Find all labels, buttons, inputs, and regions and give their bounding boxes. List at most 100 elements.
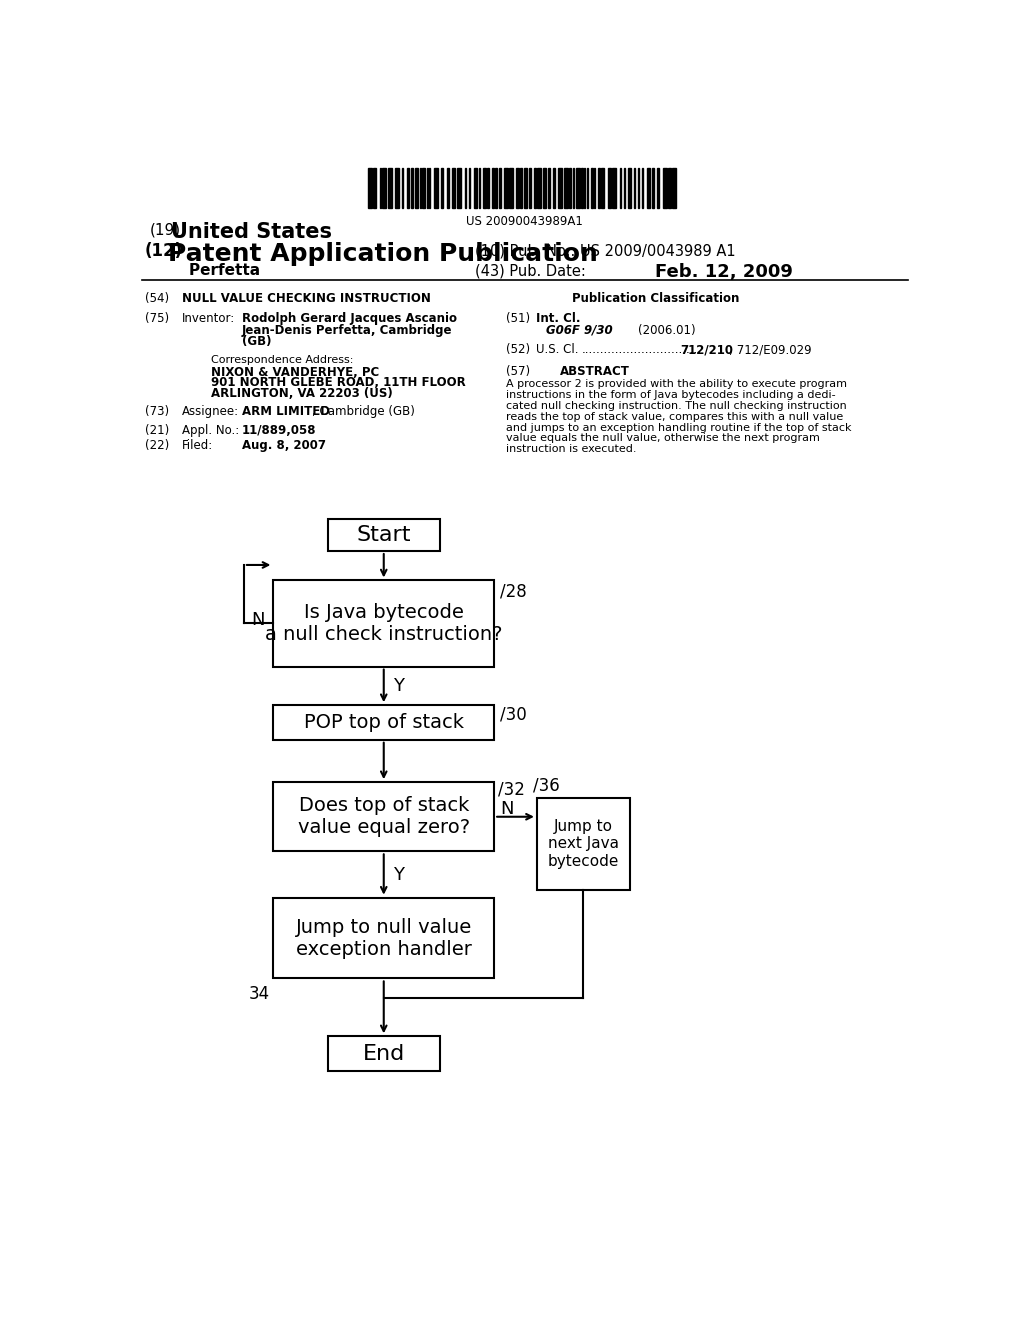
Bar — [646, 168, 650, 207]
Text: , Cambridge (GB): , Cambridge (GB) — [312, 405, 416, 418]
Text: Int. Cl.: Int. Cl. — [536, 313, 581, 326]
Text: U.S. Cl.: U.S. Cl. — [536, 343, 579, 356]
Text: ABSTRACT: ABSTRACT — [560, 364, 630, 378]
Bar — [407, 168, 410, 207]
Text: Y: Y — [393, 677, 404, 694]
Bar — [529, 168, 531, 207]
Text: Publication Classification: Publication Classification — [572, 292, 739, 305]
Text: Jean-Denis Perfetta, Cambridge: Jean-Denis Perfetta, Cambridge — [242, 323, 453, 337]
Bar — [543, 168, 546, 207]
Text: N: N — [251, 611, 264, 628]
Bar — [642, 168, 643, 207]
Bar — [273, 581, 495, 667]
Bar — [601, 168, 604, 207]
Text: (10) Pub. No.: US 2009/0043989 A1: (10) Pub. No.: US 2009/0043989 A1 — [475, 243, 736, 259]
Bar — [652, 168, 653, 207]
Bar — [402, 168, 403, 207]
Text: reads the top of stack value, compares this with a null value: reads the top of stack value, compares t… — [506, 412, 844, 421]
Bar — [388, 168, 392, 207]
Bar — [478, 168, 480, 207]
Bar — [594, 168, 595, 207]
Text: instructions in the form of Java bytecodes including a dedi-: instructions in the form of Java bytecod… — [506, 391, 836, 400]
Bar — [465, 168, 466, 207]
Text: Rodolph Gerard Jacques Ascanio: Rodolph Gerard Jacques Ascanio — [242, 313, 457, 326]
Text: /28: /28 — [501, 583, 527, 601]
Text: instruction is executed.: instruction is executed. — [506, 444, 637, 454]
Bar — [474, 168, 477, 207]
Text: (22): (22) — [145, 440, 169, 453]
Text: cated null checking instruction. The null checking instruction: cated null checking instruction. The nul… — [506, 401, 847, 411]
Bar — [585, 168, 586, 207]
Text: value equals the null value, otherwise the next program: value equals the null value, otherwise t… — [506, 433, 820, 444]
Bar — [537, 797, 630, 890]
Text: United States: United States — [171, 222, 332, 243]
Text: Patent Application Publication: Patent Application Publication — [168, 242, 598, 265]
Bar — [369, 168, 372, 207]
Bar — [273, 705, 495, 739]
Text: (19): (19) — [150, 222, 181, 238]
Text: Is Java bytecode
a null check instruction?: Is Java bytecode a null check instructio… — [265, 603, 503, 644]
Text: 901 NORTH GLEBE ROAD, 11TH FLOOR: 901 NORTH GLEBE ROAD, 11TH FLOOR — [211, 376, 466, 389]
Bar — [558, 168, 562, 207]
Text: (12): (12) — [145, 242, 183, 260]
Bar — [486, 168, 489, 207]
Bar — [625, 168, 626, 207]
Bar — [663, 168, 667, 207]
Bar — [620, 168, 621, 207]
Bar — [628, 168, 631, 207]
Bar — [469, 168, 470, 207]
Bar — [524, 168, 526, 207]
Text: (GB): (GB) — [242, 335, 271, 348]
Bar — [328, 519, 440, 552]
Text: /30: /30 — [501, 705, 527, 723]
Bar — [446, 168, 450, 207]
Bar — [422, 168, 425, 207]
Bar — [581, 168, 583, 207]
Text: A processor 2 is provided with the ability to execute program: A processor 2 is provided with the abili… — [506, 379, 847, 389]
Bar — [441, 168, 443, 207]
Text: Appl. No.:: Appl. No.: — [182, 424, 240, 437]
Bar — [415, 168, 418, 207]
Text: (2006.01): (2006.01) — [638, 323, 695, 337]
Text: End: End — [362, 1044, 404, 1064]
Text: Filed:: Filed: — [182, 440, 213, 453]
Text: US 20090043989A1: US 20090043989A1 — [466, 215, 584, 228]
Bar — [420, 168, 421, 207]
Text: Start: Start — [356, 525, 411, 545]
Bar — [429, 168, 430, 207]
Bar — [509, 168, 513, 207]
Text: (54): (54) — [145, 292, 169, 305]
Text: (51): (51) — [506, 313, 530, 326]
Bar — [548, 168, 550, 207]
Text: 34: 34 — [248, 985, 269, 1003]
Bar — [452, 168, 455, 207]
Text: Inventor:: Inventor: — [182, 313, 236, 326]
Text: Jump to null value
exception handler: Jump to null value exception handler — [296, 917, 472, 958]
Bar — [538, 168, 541, 207]
Bar — [612, 168, 616, 207]
Bar — [373, 168, 377, 207]
Text: /36: /36 — [532, 777, 560, 795]
Text: POP top of stack: POP top of stack — [304, 713, 464, 731]
Bar — [458, 168, 461, 207]
Bar — [516, 168, 518, 207]
Bar — [427, 168, 428, 207]
Text: (52): (52) — [506, 343, 530, 356]
Text: ARLINGTON, VA 22203 (US): ARLINGTON, VA 22203 (US) — [211, 387, 392, 400]
Text: Does top of stack
value equal zero?: Does top of stack value equal zero? — [298, 796, 470, 837]
Text: Aug. 8, 2007: Aug. 8, 2007 — [242, 440, 326, 453]
Bar — [569, 168, 571, 207]
Bar — [668, 168, 671, 207]
Text: G06F 9/30: G06F 9/30 — [547, 323, 613, 337]
Bar — [328, 1036, 440, 1071]
Bar — [411, 168, 413, 207]
Text: 712/210: 712/210 — [681, 343, 733, 356]
Text: 11/889,058: 11/889,058 — [242, 424, 316, 437]
Bar — [273, 781, 495, 851]
Text: Y: Y — [393, 866, 404, 883]
Bar — [634, 168, 635, 207]
Text: and jumps to an exception handling routine if the top of stack: and jumps to an exception handling routi… — [506, 422, 852, 433]
Bar — [499, 168, 501, 207]
Bar — [608, 168, 611, 207]
Text: (73): (73) — [145, 405, 169, 418]
